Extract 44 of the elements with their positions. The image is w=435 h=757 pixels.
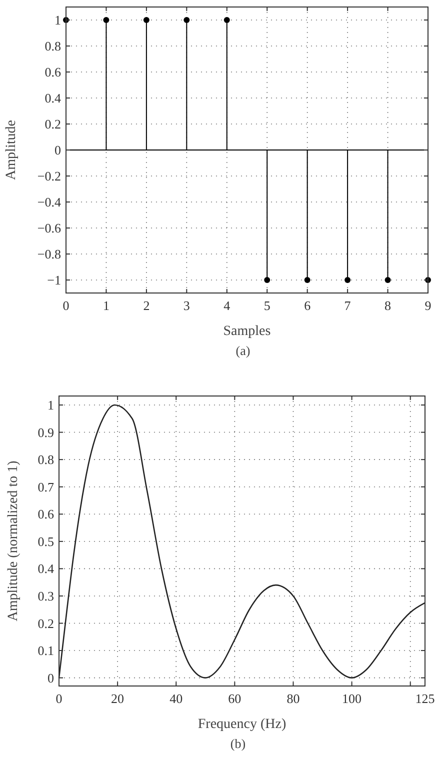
x-tick-label: 60 <box>228 691 242 706</box>
y-axis-title: Amplitude <box>4 120 19 180</box>
y-tick-label: 0.4 <box>44 90 62 106</box>
x-axis-title: Frequency (Hz) <box>198 717 286 732</box>
x-tick-label: 4 <box>224 298 231 313</box>
y-tick-label: 0.2 <box>44 116 61 132</box>
x-tick-label: 9 <box>424 298 432 313</box>
x-tick-label: 7 <box>344 298 352 313</box>
y-tick-label: 0.4 <box>38 561 54 576</box>
text: (b) <box>230 736 246 751</box>
x-tick-label: 100 <box>342 691 362 706</box>
x-tick-label: 125 <box>415 691 435 706</box>
x-tick-label: 20 <box>111 691 124 706</box>
x-tick-label: 40 <box>170 691 183 706</box>
y-tick-label: −1 <box>47 272 61 288</box>
y-tick-label: 0.1 <box>38 643 54 658</box>
y-tick-label: −0.2 <box>37 168 61 184</box>
x-tick-label: 2 <box>143 298 150 313</box>
y-tick-label: 0.8 <box>44 38 61 54</box>
line-series <box>58 404 426 678</box>
y-tick-label: 0.2 <box>38 616 54 631</box>
text: (a) <box>236 343 250 358</box>
y-tick-label: 0.8 <box>38 452 54 468</box>
y-tick-label: 0.9 <box>38 424 54 440</box>
y-axis-title: Amplitude (normalized to 1) <box>6 460 21 622</box>
y-tick-label: −0.6 <box>37 220 62 236</box>
y-tick-label: −0.8 <box>37 246 61 262</box>
x-tick-label: 3 <box>183 298 190 313</box>
y-tick-label: 1 <box>48 398 54 413</box>
y-tick-label: 1 <box>54 12 61 28</box>
y-tick-label: 0.5 <box>38 534 54 549</box>
y-tick-label: 0.7 <box>38 479 54 494</box>
x-tick-label: 1 <box>102 298 110 313</box>
x-tick-label: 8 <box>384 298 392 313</box>
y-tick-label: 0 <box>54 142 61 158</box>
y-tick-label: 0.3 <box>38 588 54 604</box>
y-tick-label: 0.6 <box>38 506 54 522</box>
x-tick-label: 6 <box>304 298 312 313</box>
x-tick-label: 5 <box>264 298 270 313</box>
x-tick-label: 80 <box>286 691 300 706</box>
y-tick-label: 0.6 <box>44 64 62 80</box>
y-tick-label: −0.4 <box>37 194 62 210</box>
y-tick-label: 0 <box>48 670 54 686</box>
x-axis-title: Samples <box>223 324 271 339</box>
